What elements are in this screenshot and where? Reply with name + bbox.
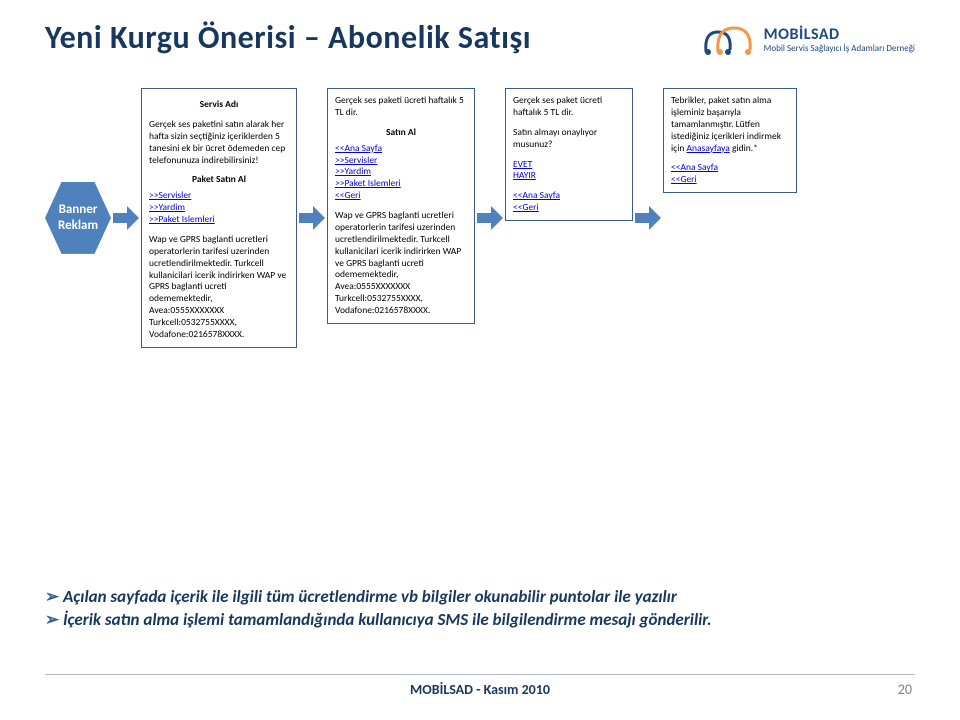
box2-subheading: Satın Al (335, 127, 467, 139)
link-yardim[interactable]: >>Yardim (335, 165, 371, 177)
link-geri[interactable]: <<Geri (513, 201, 539, 213)
header-row: Yeni Kurgu Önerisi – Abonelik Satışı MOB… (45, 18, 915, 58)
box1-text: Gerçek ses paketini satın alarak her haf… (149, 119, 289, 167)
slide: Yeni Kurgu Önerisi – Abonelik Satışı MOB… (0, 0, 960, 720)
footer-text: MOBİLSAD - Kasım 2010 (410, 681, 550, 698)
hex-line2: Reklam (45, 218, 111, 234)
link-ana-sayfa[interactable]: <<Ana Sayfa (513, 189, 560, 201)
logo-icon (700, 22, 758, 58)
link-servisler[interactable]: >>Servisler (335, 154, 377, 166)
link-hayir[interactable]: HAYIR (513, 169, 536, 181)
link-yardim[interactable]: >>Yardim (149, 201, 185, 213)
logo-brand: MOBİLSAD (764, 25, 915, 44)
logo: MOBİLSAD Mobil Servis Sağlayıcı İş Adaml… (700, 22, 915, 58)
link-geri[interactable]: <<Geri (335, 189, 361, 201)
box2-intro: Gerçek ses paketi ücreti haftalık 5 TL d… (335, 95, 467, 119)
link-geri[interactable]: <<Geri (671, 173, 697, 185)
link-paket-islemleri[interactable]: >>Paket Islemleri (335, 177, 401, 189)
banner-hexagon: Banner Reklam (45, 182, 111, 254)
page-number: 20 (898, 681, 912, 698)
link-ana-sayfa[interactable]: <<Ana Sayfa (335, 142, 382, 154)
link-anasayfaya[interactable]: Anasayfaya (687, 142, 730, 154)
box1-disclaimer: Wap ve GPRS baglanti ucretleri operatorl… (149, 234, 289, 341)
box3-question: Satın almayı onaylıyor musunuz? (513, 127, 625, 151)
box4-text-b: gidin.* (730, 142, 758, 154)
logo-text: MOBİLSAD Mobil Servis Sağlayıcı İş Adaml… (764, 25, 915, 55)
footer-divider (45, 674, 915, 675)
flow-row: Banner Reklam Servis Adı Gerçek ses pake… (45, 88, 915, 348)
hex-line1: Banner (45, 202, 111, 218)
logo-tagline: Mobil Servis Sağlayıcı İş Adamları Derne… (764, 44, 915, 55)
box3-intro: Gerçek ses paket ücreti haftalık 5 TL di… (513, 95, 625, 119)
bullet-1: Açılan sayfada içerik ile ilgili tüm ücr… (45, 586, 915, 609)
link-evet[interactable]: EVET (513, 158, 532, 170)
bullet-2: İçerik satın alma işlemi tamamlandığında… (45, 609, 915, 632)
step-box-2: Gerçek ses paketi ücreti haftalık 5 TL d… (327, 88, 475, 324)
link-paket-islemleri[interactable]: >>Paket Islemleri (149, 213, 215, 225)
step-box-4: Tebrikler, paket satın alma işleminiz ba… (663, 88, 797, 193)
arrow-right-icon (477, 206, 503, 230)
step-box-3: Gerçek ses paket ücreti haftalık 5 TL di… (505, 88, 633, 221)
page-title: Yeni Kurgu Önerisi – Abonelik Satışı (45, 18, 531, 57)
footer: MOBİLSAD - Kasım 2010 20 (0, 674, 960, 698)
link-servisler[interactable]: >>Servisler (149, 189, 191, 201)
box1-subheading: Paket Satın Al (149, 174, 289, 186)
step-box-1: Servis Adı Gerçek ses paketini satın ala… (141, 88, 297, 348)
arrow-right-icon (635, 206, 661, 230)
box4-text: Tebrikler, paket satın alma işleminiz ba… (671, 95, 789, 154)
bullet-list: Açılan sayfada içerik ile ilgili tüm ücr… (45, 586, 915, 632)
box2-disclaimer: Wap ve GPRS baglanti ucretleri operatorl… (335, 210, 467, 317)
arrow-right-icon (113, 206, 139, 230)
link-ana-sayfa[interactable]: <<Ana Sayfa (671, 161, 718, 173)
arrow-right-icon (299, 206, 325, 230)
box1-heading: Servis Adı (149, 99, 289, 111)
